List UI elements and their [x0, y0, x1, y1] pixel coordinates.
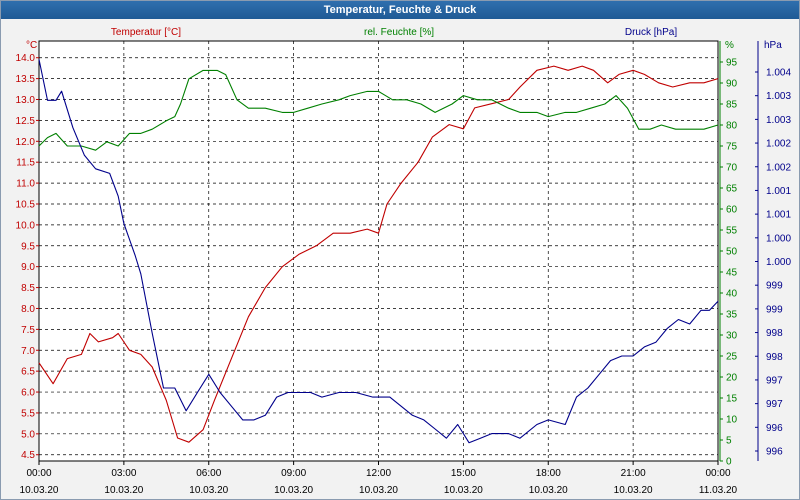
temperature-tick-label: 7.5 — [21, 325, 35, 336]
humidity-tick-label: 65 — [726, 184, 738, 195]
temperature-tick-label: 14.0 — [16, 53, 36, 64]
pressure-tick-label: 1.000 — [766, 233, 791, 244]
x-tick-date-label: 10.03.20 — [104, 485, 143, 496]
x-tick-time-label: 15:00 — [451, 468, 476, 479]
x-tick-date-label: 10.03.20 — [189, 485, 228, 496]
humidity-tick-label: 80 — [726, 121, 738, 132]
x-tick-date-label: 11.03.20 — [699, 485, 738, 496]
temperature-tick-label: 6.5 — [21, 367, 35, 378]
grid-lines — [39, 41, 718, 461]
temperature-tick-label: 8.0 — [21, 304, 35, 315]
humidity-tick-label: 95 — [726, 58, 738, 69]
temperature-tick-label: 13.0 — [16, 95, 36, 106]
x-tick-time-label: 09:00 — [281, 468, 306, 479]
x-tick-date-label: 10.03.20 — [444, 485, 483, 496]
temperature-series-title: Temperatur [°C] — [111, 27, 181, 38]
humidity-tick-label: 0 — [726, 457, 732, 468]
pressure-tick-label: 1.001 — [766, 186, 791, 197]
temperature-tick-label: 5.5 — [21, 408, 35, 419]
temperature-tick-label: 9.0 — [21, 262, 35, 273]
temperature-unit-label: °C — [26, 40, 37, 51]
pressure-series-title: Druck [hPa] — [625, 27, 677, 38]
temperature-tick-label: 6.0 — [21, 388, 35, 399]
pressure-tick-label: 1.003 — [766, 115, 791, 126]
temperature-tick-label: 4.5 — [21, 450, 35, 461]
temperature-tick-label: 12.5 — [16, 116, 36, 127]
humidity-tick-label: 25 — [726, 352, 738, 363]
pressure-tick-label: 999 — [766, 304, 783, 315]
x-tick-date-label: 10.03.20 — [359, 485, 398, 496]
pressure-tick-label: 1.001 — [766, 210, 791, 221]
x-tick-time-label: 00:00 — [26, 468, 51, 479]
temperature-tick-label: 8.5 — [21, 283, 35, 294]
x-tick-date-label: 10.03.20 — [20, 485, 59, 496]
x-tick-time-label: 21:00 — [621, 468, 646, 479]
humidity-tick-label: 20 — [726, 373, 738, 384]
temperature-tick-label: 10.5 — [16, 199, 36, 210]
pressure-tick-label: 1.004 — [766, 68, 791, 79]
x-tick-date-label: 10.03.20 — [274, 485, 313, 496]
temperature-tick-label: 5.0 — [21, 429, 35, 440]
line-chart: 4.5 5.0 5.5 6.0 6.5 7.0 7.5 8.0 8.5 9.0 9.5 10.0 10.… — [16, 27, 792, 496]
temperature-tick-label: 11.5 — [16, 158, 35, 169]
x-tick-date-label: 10.03.20 — [614, 485, 653, 496]
temperature-tick-label: 13.5 — [16, 74, 36, 85]
humidity-tick-label: 60 — [726, 205, 738, 216]
pressure-series-line — [38, 59, 719, 444]
temperature-series-line — [38, 65, 719, 443]
humidity-series-line — [38, 69, 719, 151]
pressure-tick-label: 1.002 — [766, 162, 791, 173]
temperature-axis: 4.5 5.0 5.5 6.0 6.5 7.0 7.5 8.0 8.5 9.0 9.5 10.0 10.… — [16, 53, 39, 461]
humidity-tick-label: 40 — [726, 289, 738, 300]
humidity-tick-label: 35 — [726, 310, 738, 321]
pressure-unit-label: hPa — [764, 40, 782, 51]
x-tick-time-label: 03:00 — [111, 468, 136, 479]
humidity-tick-label: 55 — [726, 226, 738, 237]
humidity-tick-label: 75 — [726, 142, 738, 153]
x-tick-date-label: 10.03.20 — [529, 485, 568, 496]
humidity-tick-label: 15 — [726, 394, 738, 405]
temperature-tick-label: 11.0 — [16, 179, 35, 190]
pressure-tick-label: 1.002 — [766, 139, 791, 150]
x-tick-time-label: 18:00 — [536, 468, 561, 479]
time-axis: 00:00 10.03.20 03:00 10.03.20 06:00 10.03.20 0… — [20, 461, 738, 496]
temperature-tick-label: 9.5 — [21, 241, 35, 252]
humidity-axis: 0 5 10 15 20 25 30 35 40 45 50 55 60 65 70 75 80 85 90 95 — [719, 41, 738, 468]
window-title: Temperatur, Feuchte & Druck — [1, 1, 799, 19]
humidity-tick-label: 85 — [726, 100, 738, 111]
temperature-tick-label: 12.0 — [16, 137, 36, 148]
x-tick-time-label: 06:00 — [196, 468, 221, 479]
pressure-tick-label: 1.000 — [766, 257, 791, 268]
pressure-tick-label: 999 — [766, 281, 783, 292]
humidity-unit-label: % — [725, 40, 734, 51]
humidity-tick-label: 5 — [726, 436, 732, 447]
humidity-tick-label: 90 — [726, 79, 738, 90]
x-tick-time-label: 00:00 — [705, 468, 730, 479]
pressure-tick-label: 998 — [766, 352, 783, 363]
pressure-tick-label: 996 — [766, 423, 783, 434]
pressure-tick-label: 998 — [766, 328, 783, 339]
temperature-tick-label: 7.0 — [21, 346, 35, 357]
humidity-tick-label: 30 — [726, 331, 738, 342]
humidity-tick-label: 45 — [726, 268, 738, 279]
humidity-tick-label: 10 — [726, 415, 738, 426]
humidity-tick-label: 50 — [726, 247, 738, 258]
pressure-tick-label: 997 — [766, 399, 783, 410]
humidity-tick-label: 70 — [726, 163, 738, 174]
pressure-tick-label: 997 — [766, 375, 783, 386]
pressure-tick-label: 1.003 — [766, 91, 791, 102]
humidity-series-title: rel. Feuchte [%] — [364, 27, 434, 38]
pressure-axis: 996 996 997 997 998 998 999 999 1.000 1.000 1.001 1… — [755, 41, 791, 461]
x-tick-time-label: 12:00 — [366, 468, 391, 479]
pressure-tick-label: 996 — [766, 447, 783, 458]
temperature-tick-label: 10.0 — [16, 220, 36, 231]
series-lines — [38, 59, 719, 444]
